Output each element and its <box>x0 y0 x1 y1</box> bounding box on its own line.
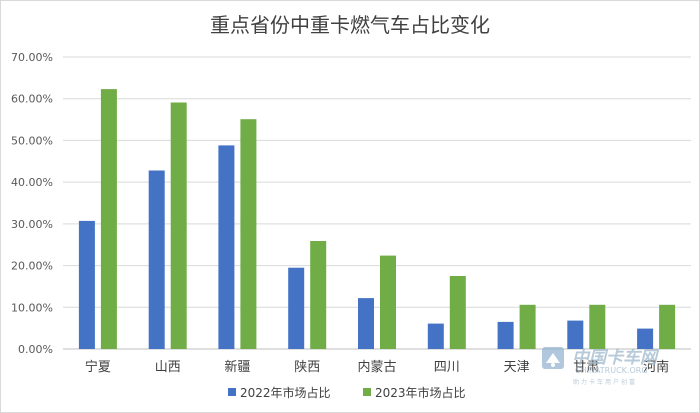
y-tick-label: 40.00% <box>11 176 53 189</box>
bar-2023 <box>659 304 676 349</box>
watermark-brand-cn: 中国卡车网 <box>572 348 660 368</box>
watermark-brand-en: CHINATRUCK.ORG <box>575 366 648 375</box>
bar-2023 <box>100 89 117 349</box>
bar-2022 <box>148 170 165 349</box>
legend-swatch-2023 <box>363 388 371 396</box>
y-tick-label: 50.00% <box>11 134 53 147</box>
bar-2023 <box>449 276 466 349</box>
bar-2023 <box>310 241 327 349</box>
y-tick-label: 30.00% <box>11 218 53 231</box>
bar-2023 <box>519 304 536 349</box>
x-category-label: 四川 <box>434 360 460 375</box>
y-tick-label: 10.00% <box>11 301 53 314</box>
legend-label-2023: 2023年市场占比 <box>375 385 466 400</box>
bar-2023 <box>589 304 606 349</box>
bar-2022 <box>358 298 374 349</box>
x-category-label: 内蒙古 <box>357 359 396 375</box>
bar-2022 <box>637 328 654 349</box>
legend-swatch-2022 <box>228 388 236 396</box>
y-tick-label: 60.00% <box>11 93 53 106</box>
x-axis-category-labels: 宁夏 山西 新疆 陕西 内蒙古 四川 天津 甘肃 河南 <box>85 359 669 375</box>
watermark-tagline: 助力卡车用户创富 <box>573 378 637 386</box>
y-tick-label: 0.00% <box>18 343 53 356</box>
x-category-label: 河南 <box>643 359 669 375</box>
bar-2022 <box>567 320 584 349</box>
bar-2023 <box>380 255 396 349</box>
legend: 2022年市场占比 2023年市场占比 <box>228 385 466 400</box>
chart-title: 重点省份中重卡燃气车占比变化 <box>210 13 490 37</box>
bars <box>78 89 676 349</box>
bar-2022 <box>497 321 514 349</box>
y-tick-label: 70.00% <box>11 51 53 64</box>
gridlines <box>63 56 691 350</box>
x-category-label: 陕西 <box>294 360 320 375</box>
bar-2022 <box>288 267 305 349</box>
x-category-label: 宁夏 <box>85 359 111 375</box>
bar-2022 <box>427 323 444 349</box>
x-category-label: 甘肃 <box>573 360 599 375</box>
bar-2022 <box>218 145 235 349</box>
x-category-label: 天津 <box>504 360 530 375</box>
legend-label-2022: 2022年市场占比 <box>240 385 331 400</box>
bar-2023 <box>240 119 257 349</box>
bar-2023 <box>170 102 187 349</box>
y-tick-label: 20.00% <box>11 260 53 273</box>
watermark-logo: 中国卡车网 CHINATRUCK.ORG 助力卡车用户创富 <box>542 347 660 386</box>
x-category-label: 新疆 <box>224 359 250 375</box>
bar-2022 <box>78 220 95 349</box>
y-axis-tick-labels: 0.00% 10.00% 20.00% 30.00% 40.00% 50.00% 60.00… <box>11 51 53 356</box>
x-category-label: 山西 <box>155 360 181 375</box>
truck-logo-icon <box>542 347 564 369</box>
